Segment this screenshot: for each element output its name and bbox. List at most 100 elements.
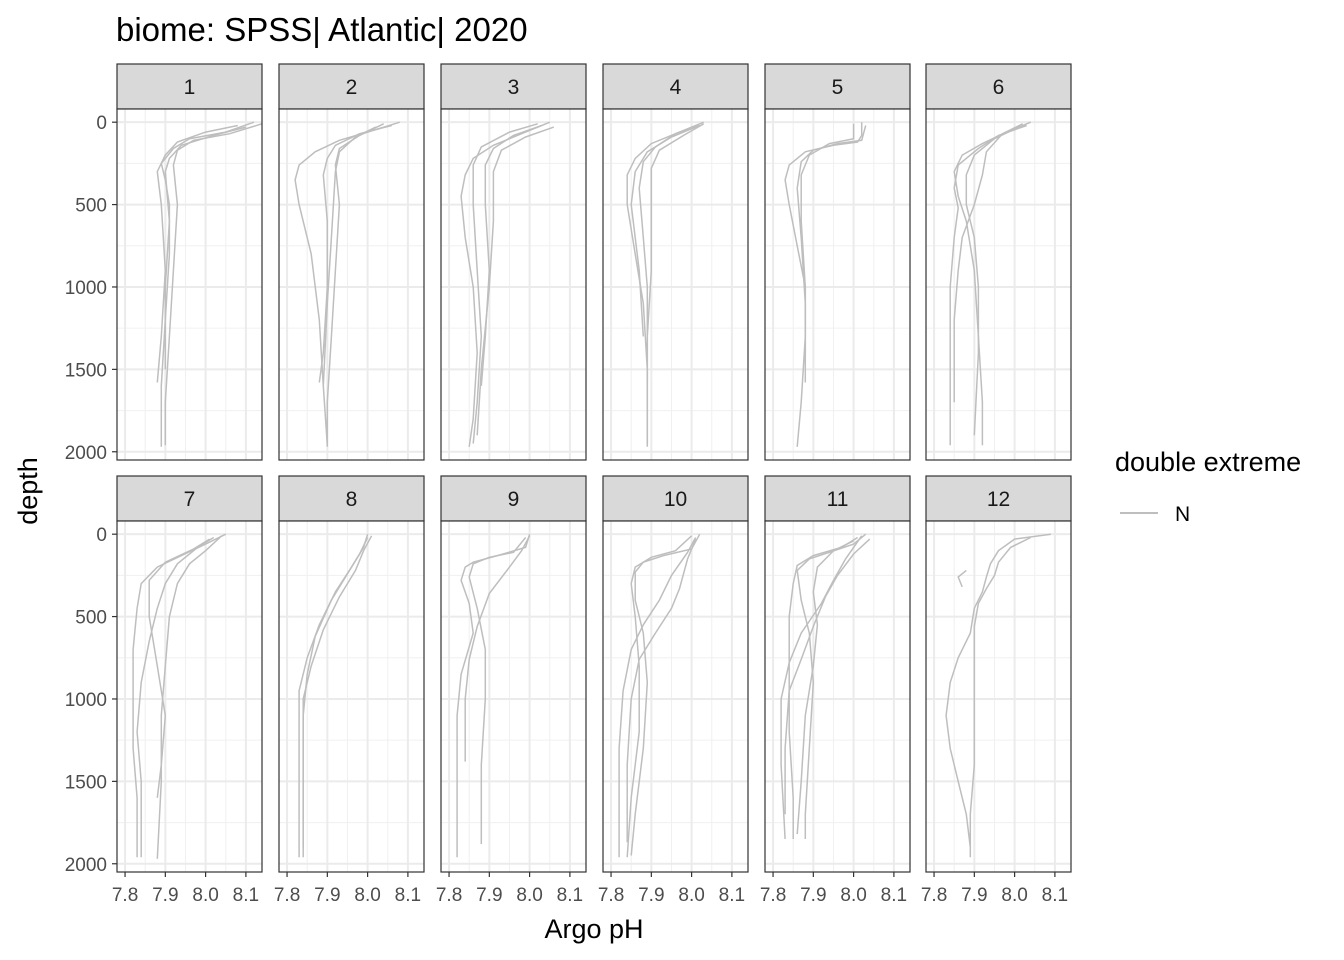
facet-strip-label: 10 — [664, 488, 687, 511]
panel-border — [925, 520, 1072, 873]
profile-line — [796, 540, 854, 835]
x-tick-label: 7.8 — [274, 885, 300, 906]
profile-line — [148, 538, 210, 798]
x-tick-label: 8.0 — [354, 885, 380, 906]
y-tick-label: 1500 — [65, 360, 107, 381]
facet-strip-label: 8 — [346, 488, 358, 511]
facet-strip-label: 3 — [508, 76, 520, 99]
facet-strip — [925, 475, 1072, 522]
x-tick-label: 8.1 — [233, 885, 259, 906]
x-tick-label: 7.8 — [112, 885, 138, 906]
profile-line — [969, 536, 1032, 858]
y-tick-label: 0 — [96, 113, 107, 134]
x-tick-label: 7.9 — [476, 885, 502, 906]
profile-line — [630, 533, 701, 856]
y-tick-label: 0 — [96, 525, 107, 546]
panel-background — [279, 109, 424, 460]
x-tick-label: 7.8 — [760, 885, 786, 906]
profile-line — [294, 121, 401, 446]
profile-line — [784, 538, 871, 815]
x-tick-label: 7.8 — [436, 885, 462, 906]
facet-strip-label: 5 — [832, 76, 844, 99]
x-tick-label: 8.0 — [516, 885, 542, 906]
panel-background — [441, 109, 586, 460]
facet-panel-6: 6 — [925, 63, 1072, 461]
profile-line — [156, 124, 238, 383]
x-tick-label: 8.0 — [840, 885, 866, 906]
panel-background — [765, 109, 910, 460]
facet-strip-label: 12 — [987, 488, 1010, 511]
facet-strip — [602, 63, 749, 110]
x-tick-label: 8.0 — [1001, 885, 1027, 906]
profile-line — [949, 124, 1027, 446]
y-tick-label: 500 — [75, 608, 107, 629]
x-tick-label: 7.9 — [638, 885, 664, 906]
panel-border — [116, 520, 263, 873]
facet-strip — [116, 475, 263, 522]
panel-border — [278, 108, 425, 461]
facet-panel-11: 11 7.8 7.9 8.0 8.1 — [760, 475, 911, 906]
profile-line — [626, 538, 697, 843]
facet-strip-label: 6 — [993, 76, 1005, 99]
facet-strip — [278, 63, 425, 110]
profile-line — [638, 124, 700, 383]
x-tick-label: 8.1 — [881, 885, 907, 906]
profile-line — [136, 536, 215, 858]
y-tick-label: 1000 — [65, 278, 107, 299]
panel-background — [926, 521, 1071, 872]
profile-line — [796, 125, 867, 383]
facet-panel-10: 10 7.8 7.9 8.0 8.1 — [598, 475, 749, 906]
facet-strip-label: 1 — [184, 76, 196, 99]
y-tick-label: 1000 — [65, 690, 107, 711]
x-tick-label: 7.9 — [800, 885, 826, 906]
panel-border — [764, 520, 911, 873]
panel-border — [278, 520, 425, 873]
panel-background — [279, 521, 424, 872]
facet-strip — [116, 63, 263, 110]
facet-panel-1: 1 0 500 1000 1500 2000 — [65, 63, 263, 464]
x-tick-label: 7.8 — [921, 885, 947, 906]
x-tick-label: 7.8 — [598, 885, 624, 906]
x-tick-label: 7.9 — [314, 885, 340, 906]
profile-line — [464, 535, 531, 762]
profile-line — [800, 123, 855, 353]
facet-strip-label: 4 — [670, 76, 682, 99]
facet-strip — [440, 475, 587, 522]
x-tick-label: 8.1 — [557, 885, 583, 906]
panel-background — [117, 109, 262, 460]
profile-line — [630, 126, 696, 337]
y-axis-title: depth — [13, 457, 43, 525]
x-tick-label: 7.9 — [152, 885, 178, 906]
facet-strip-label: 9 — [508, 488, 520, 511]
panel-background — [603, 109, 748, 460]
profile-line — [618, 537, 697, 858]
panel-background — [117, 521, 262, 872]
profile-line — [322, 126, 377, 386]
profile-line — [460, 121, 551, 447]
panel-border — [440, 108, 587, 461]
profile-line — [472, 123, 538, 444]
legend-label-n: N — [1175, 503, 1190, 526]
profile-line — [318, 124, 392, 383]
profile-line — [468, 537, 527, 844]
panel-border — [925, 108, 1072, 461]
profile-line — [646, 123, 705, 444]
panel-border — [440, 520, 587, 873]
legend: double extreme N — [1115, 447, 1301, 526]
facet-strip — [440, 63, 587, 110]
x-tick-label: 8.1 — [1042, 885, 1068, 906]
panel-border — [602, 520, 749, 873]
x-tick-label: 8.0 — [678, 885, 704, 906]
panel-border — [116, 108, 263, 461]
profile-line — [302, 535, 373, 848]
legend-title: double extreme — [1115, 447, 1301, 477]
y-tick-label: 500 — [75, 196, 107, 217]
profile-line — [945, 533, 1052, 848]
facet-panel-8: 8 7.8 7.9 8.0 8.1 — [274, 475, 425, 906]
profile-line — [788, 536, 858, 839]
profile-line — [476, 126, 555, 436]
facet-panel-9: 9 7.8 7.9 8.0 8.1 — [436, 475, 587, 906]
facet-strip — [925, 63, 1072, 110]
